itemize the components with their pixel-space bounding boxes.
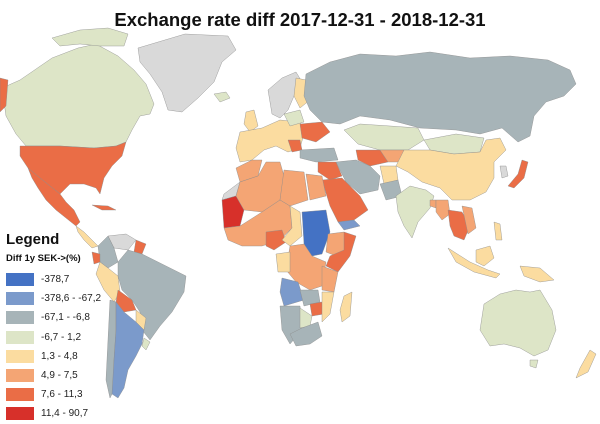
legend-swatch xyxy=(6,330,34,344)
region-greenland[interactable] xyxy=(137,33,237,113)
region-bangladesh[interactable] xyxy=(429,199,437,209)
legend-item: -378,6 - -67,2 xyxy=(6,289,101,308)
region-myanmar[interactable] xyxy=(435,199,451,221)
region-borneo[interactable] xyxy=(475,245,495,267)
region-turkmenistan[interactable] xyxy=(355,149,389,167)
region-egypt[interactable] xyxy=(305,173,327,201)
region-papua[interactable] xyxy=(519,265,555,283)
region-japan[interactable] xyxy=(507,159,529,189)
region-vietnam[interactable] xyxy=(461,205,477,235)
region-new-zealand[interactable] xyxy=(575,349,597,379)
legend-label: -67,1 - -6,8 xyxy=(41,312,90,324)
region-india[interactable] xyxy=(395,185,435,239)
legend-subtitle: Diff 1y SEK->(%) xyxy=(6,253,81,264)
region-saudi-arabia[interactable] xyxy=(321,177,369,223)
region-madagascar[interactable] xyxy=(339,291,353,323)
legend-swatch xyxy=(6,388,34,402)
region-uk[interactable] xyxy=(243,109,259,133)
legend-swatch xyxy=(6,311,34,325)
region-korea[interactable] xyxy=(499,165,509,179)
region-kazakhstan[interactable] xyxy=(343,123,425,151)
region-turkey[interactable] xyxy=(299,147,339,163)
region-libya[interactable] xyxy=(279,169,309,207)
region-australia[interactable] xyxy=(479,289,557,357)
region-somalia-kenya[interactable] xyxy=(325,231,357,273)
region-tasmania[interactable] xyxy=(529,359,539,369)
legend-label: 11,4 - 90,7 xyxy=(41,408,89,420)
legend-swatch xyxy=(6,273,34,287)
region-argentina[interactable] xyxy=(111,301,145,399)
region-ecuador[interactable] xyxy=(91,251,101,265)
region-baltics-poland[interactable] xyxy=(283,109,305,127)
legend-label: -378,6 - -67,2 xyxy=(41,293,102,305)
region-canada-islands[interactable] xyxy=(51,27,129,47)
region-south-africa[interactable] xyxy=(289,321,323,347)
region-iceland[interactable] xyxy=(213,91,231,103)
legend: Legend Diff 1y SEK->(%) -378,7 -378,6 - … xyxy=(6,231,101,424)
region-mozambique[interactable] xyxy=(321,291,335,323)
region-angola[interactable] xyxy=(279,277,305,307)
region-cuba[interactable] xyxy=(91,204,117,211)
region-indonesia[interactable] xyxy=(447,247,501,279)
legend-item: -67,1 - -6,8 xyxy=(6,308,101,327)
region-morocco[interactable] xyxy=(235,159,263,183)
legend-swatch xyxy=(6,407,34,421)
region-canada[interactable] xyxy=(1,43,155,149)
region-central-america[interactable] xyxy=(75,225,99,249)
region-iran[interactable] xyxy=(335,159,381,195)
legend-item: 11,4 - 90,7 xyxy=(6,404,101,423)
legend-item: 4,9 - 7,5 xyxy=(6,366,101,385)
map-title: Exchange rate diff 2017-12-31 - 2018-12-… xyxy=(114,9,486,30)
region-gabon[interactable] xyxy=(275,251,291,273)
region-yemen[interactable] xyxy=(337,219,361,231)
region-bolivia[interactable] xyxy=(115,289,137,313)
legend-swatch xyxy=(6,292,34,306)
region-china[interactable] xyxy=(395,137,507,201)
region-nigeria[interactable] xyxy=(265,229,287,251)
region-ukraine[interactable] xyxy=(299,121,331,143)
region-western-europe[interactable] xyxy=(235,119,305,163)
legend-swatch xyxy=(6,349,34,363)
legend-item: -6,7 - 1,2 xyxy=(6,328,101,347)
region-iraq-syria[interactable] xyxy=(317,161,343,181)
region-brazil[interactable] xyxy=(117,249,187,341)
region-russia[interactable] xyxy=(303,51,577,143)
region-guyana[interactable] xyxy=(133,239,147,255)
region-mauritania[interactable] xyxy=(221,195,245,229)
legend-item: -378,7 xyxy=(6,270,101,289)
region-alaska-pacific[interactable] xyxy=(0,77,9,113)
legend-label: 4,9 - 7,5 xyxy=(41,370,78,382)
region-uruguay[interactable] xyxy=(141,337,151,351)
region-zambia[interactable] xyxy=(299,289,321,307)
legend-title: Legend xyxy=(6,231,60,248)
region-philippines[interactable] xyxy=(493,221,503,241)
region-mexico[interactable] xyxy=(27,167,81,227)
legend-label: 7,6 - 11,3 xyxy=(41,389,83,401)
legend-label: -6,7 - 1,2 xyxy=(41,331,82,343)
legend-label: -378,7 xyxy=(41,274,70,286)
legend-item: 1,3 - 4,8 xyxy=(6,347,101,366)
legend-label: 1,3 - 4,8 xyxy=(41,350,78,362)
legend-swatch xyxy=(6,369,34,383)
legend-item: 7,6 - 11,3 xyxy=(6,385,101,404)
region-usa[interactable] xyxy=(19,141,127,195)
